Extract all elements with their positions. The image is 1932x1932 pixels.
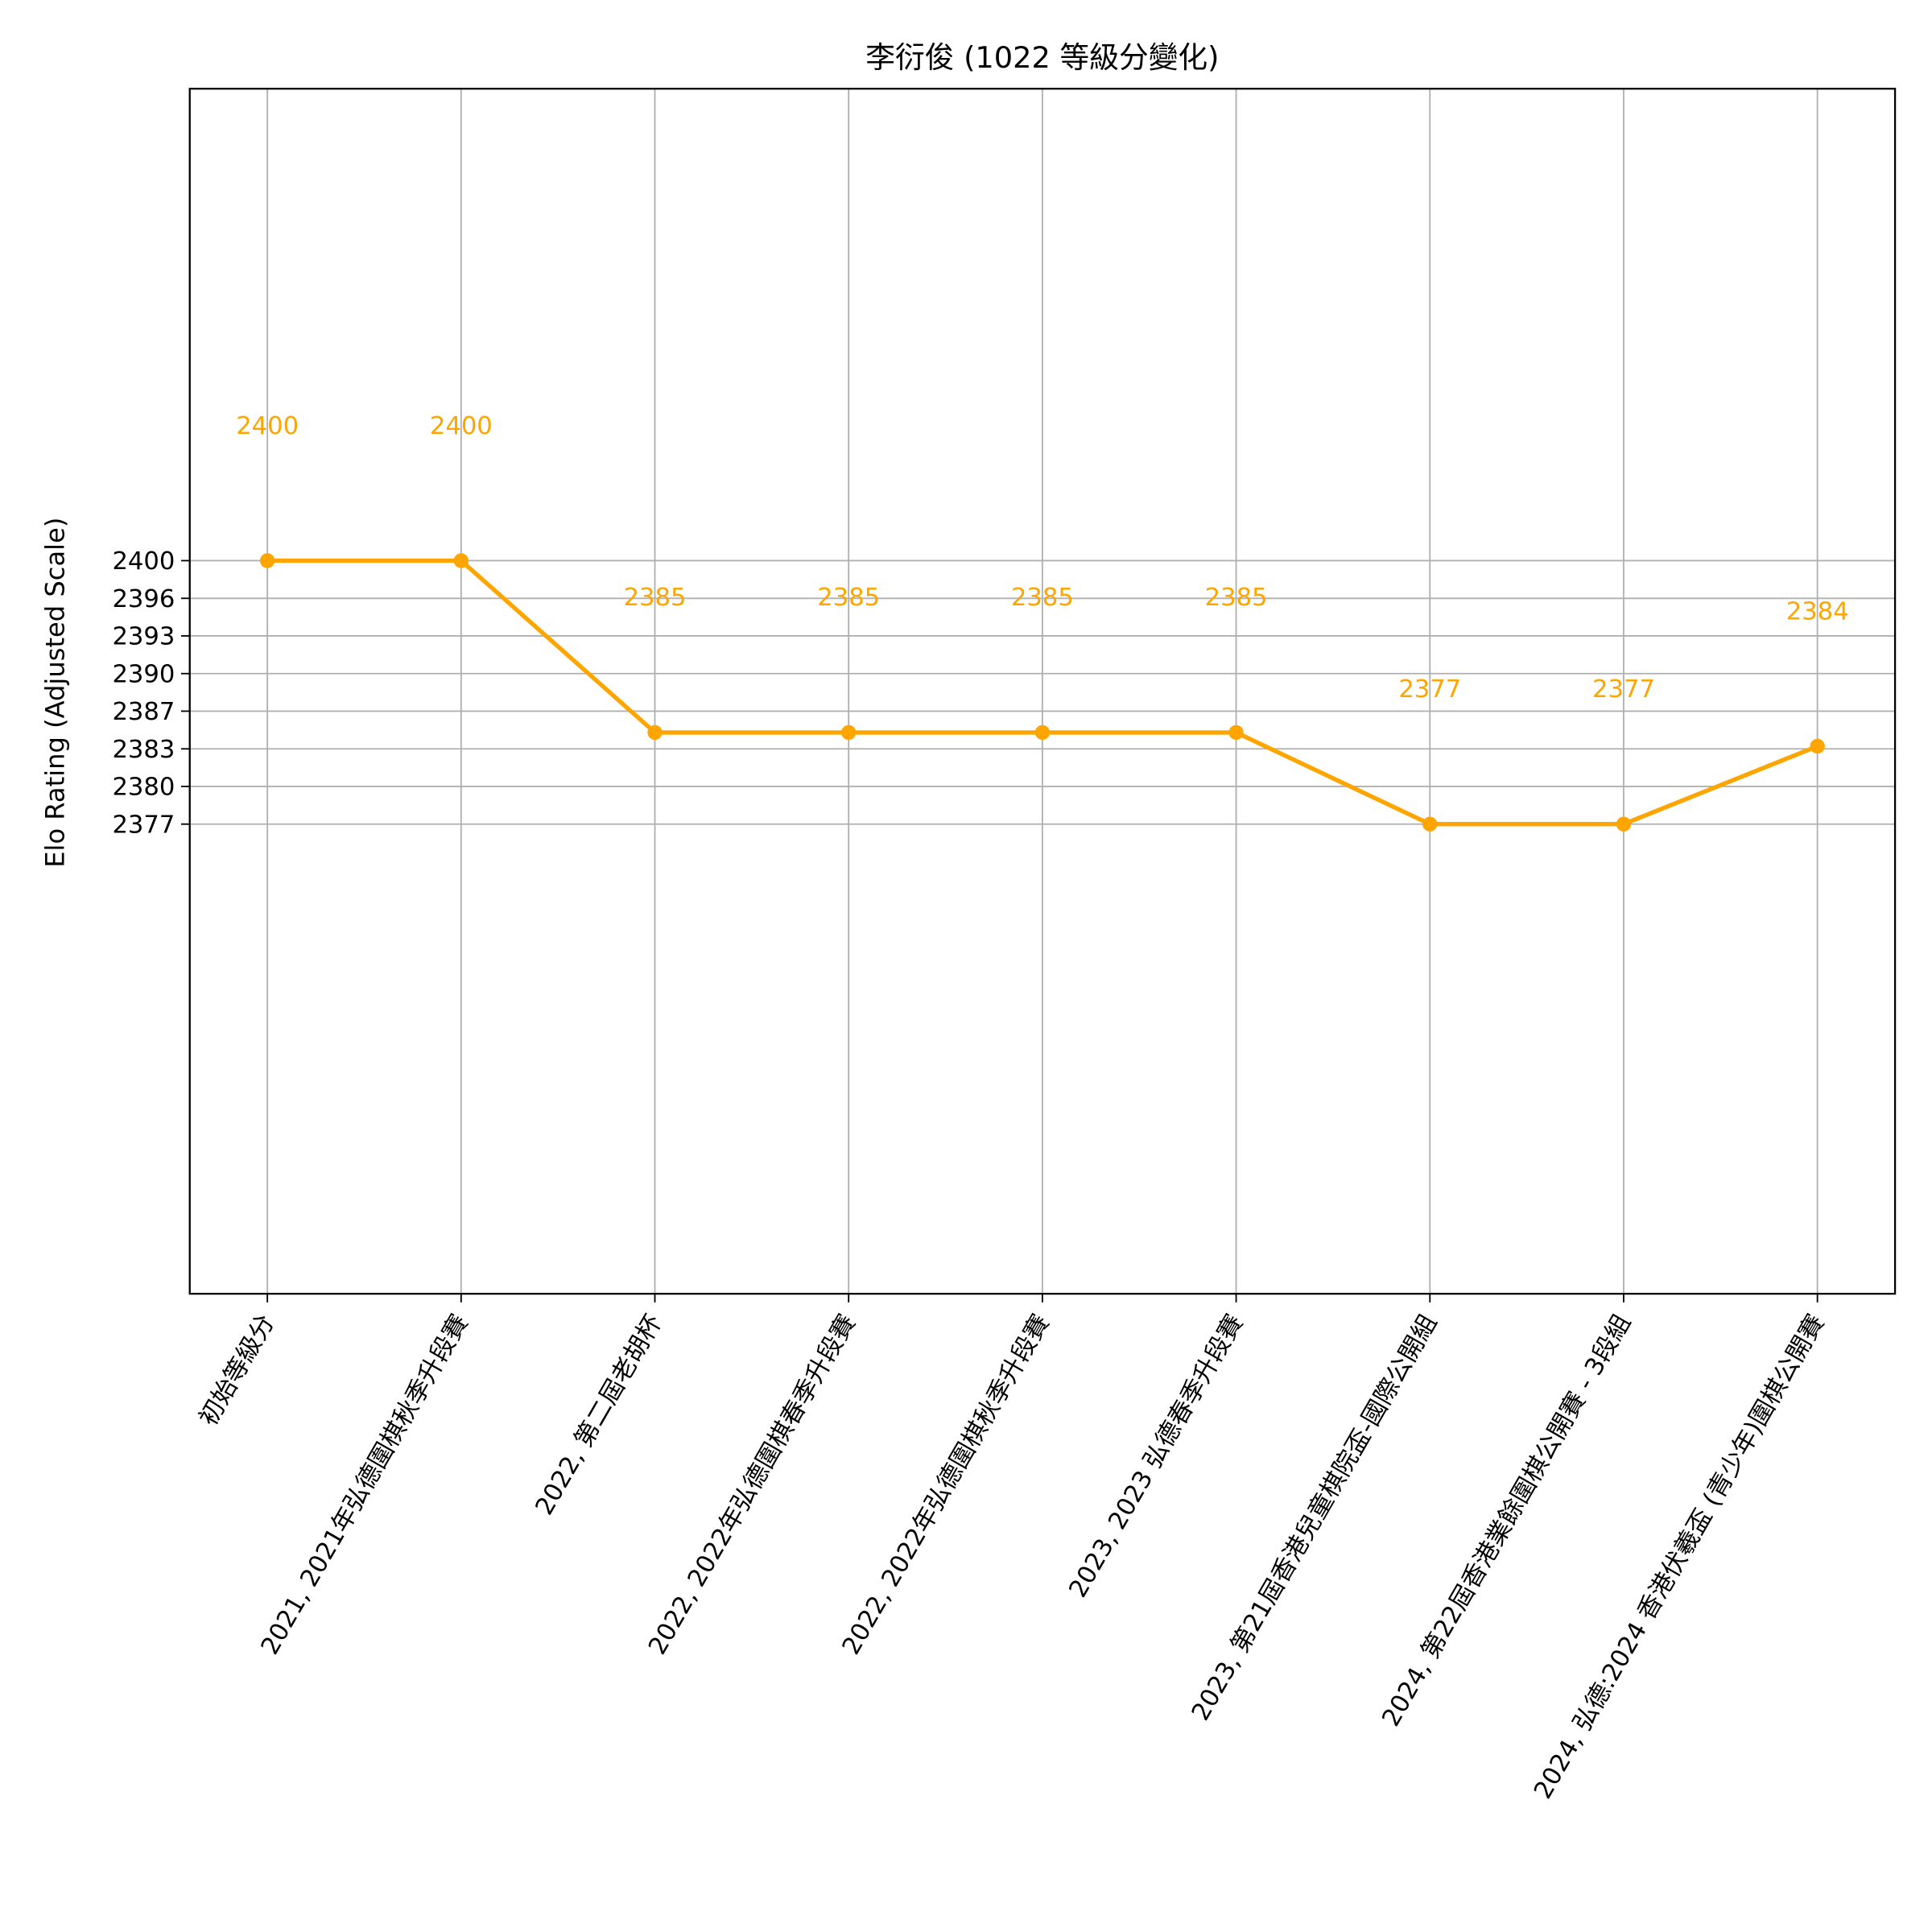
data-label: 2400 xyxy=(236,412,299,440)
y-tick-label: 2396 xyxy=(112,585,175,613)
point xyxy=(453,553,469,568)
data-label: 2385 xyxy=(1011,584,1074,612)
data-label: 2377 xyxy=(1592,675,1655,704)
data-label: 2377 xyxy=(1398,675,1461,704)
y-axis-label: Elo Rating (Adjusted Scale) xyxy=(40,518,71,868)
y-tick-label: 2377 xyxy=(112,811,175,839)
point xyxy=(841,724,857,741)
data-label: 2385 xyxy=(624,584,687,612)
data-label: 2384 xyxy=(1786,597,1849,625)
y-tick-label: 2380 xyxy=(112,774,175,802)
y-tick-label: 2387 xyxy=(112,698,175,726)
point xyxy=(259,553,275,568)
point xyxy=(1422,816,1438,832)
point xyxy=(1034,724,1051,741)
point xyxy=(647,724,663,741)
chart-title: 李衍俊 (1022 等級分變化) xyxy=(865,40,1219,75)
plot-frame xyxy=(188,88,1897,1295)
point xyxy=(1616,816,1632,832)
y-tick-label: 2390 xyxy=(112,660,175,688)
data-label: 2400 xyxy=(430,412,493,440)
data-label: 2385 xyxy=(817,584,880,612)
y-tick-label: 2383 xyxy=(112,736,175,764)
data-label: 2385 xyxy=(1205,584,1268,612)
point xyxy=(1228,724,1244,741)
point xyxy=(1810,738,1825,754)
y-tick-label: 2400 xyxy=(112,547,175,576)
y-tick-label: 2393 xyxy=(112,623,175,651)
